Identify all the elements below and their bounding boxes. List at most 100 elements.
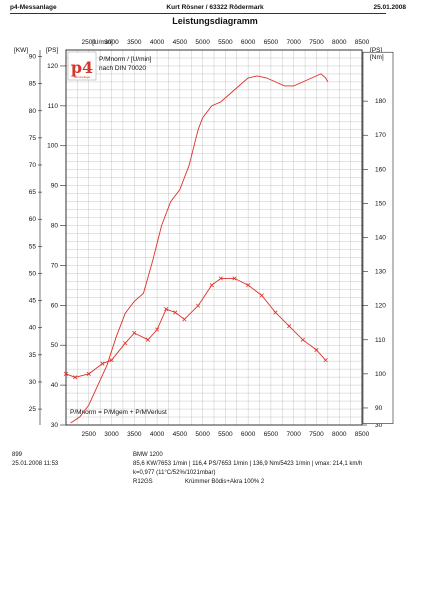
footer-results: 85,6 KW/7653 1/min | 116,4 PS/7653 1/min… bbox=[133, 461, 363, 467]
right-nm-tick-label: 90 bbox=[375, 405, 383, 412]
x-unit-label: [U/min] bbox=[92, 39, 113, 46]
torque-data-point bbox=[154, 327, 160, 332]
logo-mark: p4 bbox=[71, 58, 93, 77]
left-ps-tick-label: 50 bbox=[51, 342, 59, 349]
left-kw-unit: [KW] bbox=[14, 47, 28, 54]
left-kw-tick-label: 75 bbox=[29, 135, 37, 142]
x-tick-label-bottom: 6500 bbox=[264, 431, 279, 438]
torque-data-point bbox=[232, 276, 237, 281]
left-kw-tick-label: 60 bbox=[29, 216, 37, 223]
header-rule bbox=[10, 13, 386, 14]
x-tick-label-top: 8000 bbox=[332, 39, 347, 46]
left-ps-tick-label: 100 bbox=[47, 143, 58, 150]
footer-model: R12GS bbox=[133, 479, 153, 485]
footer-run-number: 899 bbox=[12, 452, 23, 458]
legend-bottom: P/Mnorm = P/Mgem + P/MVerlust bbox=[70, 409, 167, 416]
right-nm-tick-label: 130 bbox=[375, 269, 386, 276]
left-kw-tick-label: 50 bbox=[29, 270, 37, 277]
left-ps-tick-label: 40 bbox=[51, 382, 59, 389]
nm-axis-box bbox=[362, 51, 394, 424]
x-tick-label-bottom: 5000 bbox=[195, 431, 210, 438]
x-tick-label-bottom: 4500 bbox=[173, 431, 188, 438]
right-nm-tick-label: 120 bbox=[375, 303, 386, 310]
x-tick-label-top: 5500 bbox=[218, 39, 233, 46]
right-nm-tick-label: 140 bbox=[375, 235, 386, 242]
x-tick-label-top: 5000 bbox=[195, 39, 210, 46]
right-nm-tick-label: 100 bbox=[375, 371, 386, 378]
x-tick-label-top: 7500 bbox=[309, 39, 324, 46]
x-tick-label-top: 4500 bbox=[173, 39, 188, 46]
x-tick-label-bottom: 3000 bbox=[104, 431, 119, 438]
left-kw-tick-label: 65 bbox=[29, 189, 37, 196]
x-tick-label-top: 3000 bbox=[104, 39, 119, 46]
torque-data-point bbox=[323, 358, 328, 363]
torque-data-point bbox=[132, 330, 137, 336]
left-kw-tick-label: 70 bbox=[29, 162, 37, 169]
right-ps-unit: [PS] bbox=[370, 47, 382, 54]
header-center: Kurt Rösner / 63322 Rödermark bbox=[166, 4, 264, 11]
x-tick-label-top: 6000 bbox=[241, 39, 256, 46]
torque-data-point bbox=[209, 283, 214, 288]
x-tick-label-bottom: 5500 bbox=[218, 431, 233, 438]
left-ps-unit: [PS] bbox=[46, 47, 58, 54]
plot-frame bbox=[65, 49, 363, 426]
right-nm-tick-label: 110 bbox=[375, 337, 386, 344]
x-tick-label-top: 7000 bbox=[286, 39, 301, 46]
torque-data-point bbox=[100, 361, 105, 366]
footer-vehicle: BMW 1200 bbox=[133, 452, 163, 458]
right-nm-tick-label: 150 bbox=[375, 200, 386, 207]
torque-data-point bbox=[218, 276, 223, 281]
left-kw-tick-label: 85 bbox=[29, 81, 37, 88]
left-kw-tick-label: 25 bbox=[29, 406, 37, 413]
left-ps-tick-label: 70 bbox=[51, 262, 59, 269]
right-nm-tick-label: 170 bbox=[375, 132, 386, 139]
left-ps-tick-label: 120 bbox=[47, 63, 58, 70]
x-tick-label-top: 4000 bbox=[150, 39, 165, 46]
torque-data-point bbox=[123, 341, 128, 346]
footer-datetime: 25.01.2008 11:53 bbox=[12, 461, 59, 467]
x-tick-label-bottom: 6000 bbox=[241, 431, 256, 438]
footer-correction: k=0,977 (11°C/52%/1021mbar) bbox=[133, 470, 216, 476]
x-tick-label-bottom: 7500 bbox=[309, 431, 324, 438]
right-nm-tick-label: 180 bbox=[375, 98, 386, 105]
right-nm-tick-label: 160 bbox=[375, 166, 386, 173]
left-ps-tick-label: 30 bbox=[51, 422, 59, 429]
series-line-power bbox=[70, 73, 329, 424]
x-tick-label-top: 3500 bbox=[127, 39, 142, 46]
right-nm-unit: [Nm] bbox=[370, 54, 384, 61]
legend-line: P/Mnorm / [U/min] bbox=[99, 56, 152, 63]
torque-data-point bbox=[273, 310, 278, 315]
torque-data-point bbox=[63, 371, 69, 376]
left-kw-tick-label: 55 bbox=[29, 243, 37, 250]
chart-title: Leistungsdiagramm bbox=[172, 16, 258, 26]
x-tick-label-bottom: 8000 bbox=[332, 431, 347, 438]
torque-data-point bbox=[145, 337, 151, 342]
logo-box bbox=[67, 51, 97, 81]
left-kw-tick-label: 45 bbox=[29, 298, 37, 305]
torque-data-point bbox=[246, 283, 251, 288]
torque-data-point bbox=[109, 358, 114, 363]
x-tick-label-bottom: 7000 bbox=[286, 431, 301, 438]
left-ps-tick-label: 80 bbox=[51, 223, 59, 230]
torque-data-point bbox=[73, 375, 78, 380]
header-left: p4-Messanlage bbox=[10, 4, 57, 11]
left-kw-tick-label: 90 bbox=[29, 54, 37, 61]
series-line-torque bbox=[65, 277, 326, 378]
x-tick-label-bottom: 2500 bbox=[82, 431, 97, 438]
torque-data-point bbox=[314, 347, 319, 353]
torque-data-point bbox=[259, 293, 264, 298]
right-ps-tick-label: 30 bbox=[375, 422, 383, 429]
left-kw-tick-label: 40 bbox=[29, 325, 37, 332]
torque-data-point bbox=[300, 337, 305, 342]
legend-line: nach DIN 70020 bbox=[99, 65, 146, 72]
x-tick-label-top: 6500 bbox=[264, 39, 279, 46]
left-kw-tick-label: 80 bbox=[29, 108, 37, 115]
left-ps-tick-label: 60 bbox=[51, 302, 59, 309]
x-tick-label-top: 8500 bbox=[355, 39, 370, 46]
left-ps-tick-label: 90 bbox=[51, 183, 59, 190]
left-ps-tick-label: 110 bbox=[48, 103, 59, 110]
x-tick-label-bottom: 3500 bbox=[127, 431, 142, 438]
torque-data-point bbox=[182, 317, 187, 322]
torque-data-point bbox=[164, 307, 169, 312]
